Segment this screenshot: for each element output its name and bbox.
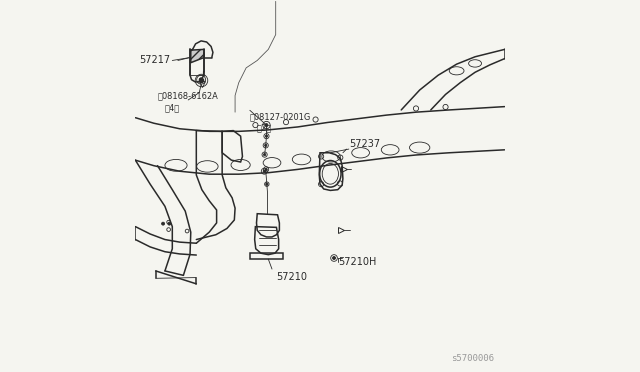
Circle shape: [168, 222, 171, 225]
Text: 57210: 57210: [276, 272, 307, 282]
Text: 57237: 57237: [349, 139, 380, 149]
Circle shape: [266, 183, 268, 185]
Circle shape: [266, 135, 268, 137]
Text: 〈2）: 〈2）: [257, 123, 272, 132]
Text: Ⓑ08127-0201G: Ⓑ08127-0201G: [250, 112, 311, 121]
Text: s5700006: s5700006: [451, 354, 493, 363]
Text: 57210H: 57210H: [339, 257, 377, 267]
Circle shape: [265, 168, 268, 170]
Circle shape: [333, 257, 335, 260]
Text: 〈4）: 〈4）: [164, 103, 179, 112]
Circle shape: [265, 124, 268, 126]
Circle shape: [264, 154, 266, 156]
Text: 57217: 57217: [140, 55, 170, 65]
Circle shape: [264, 144, 267, 147]
Polygon shape: [191, 49, 204, 62]
Circle shape: [162, 222, 164, 225]
Circle shape: [263, 170, 266, 172]
Circle shape: [199, 78, 203, 81]
Text: Ⓑ08168-6162A: Ⓑ08168-6162A: [157, 92, 218, 101]
